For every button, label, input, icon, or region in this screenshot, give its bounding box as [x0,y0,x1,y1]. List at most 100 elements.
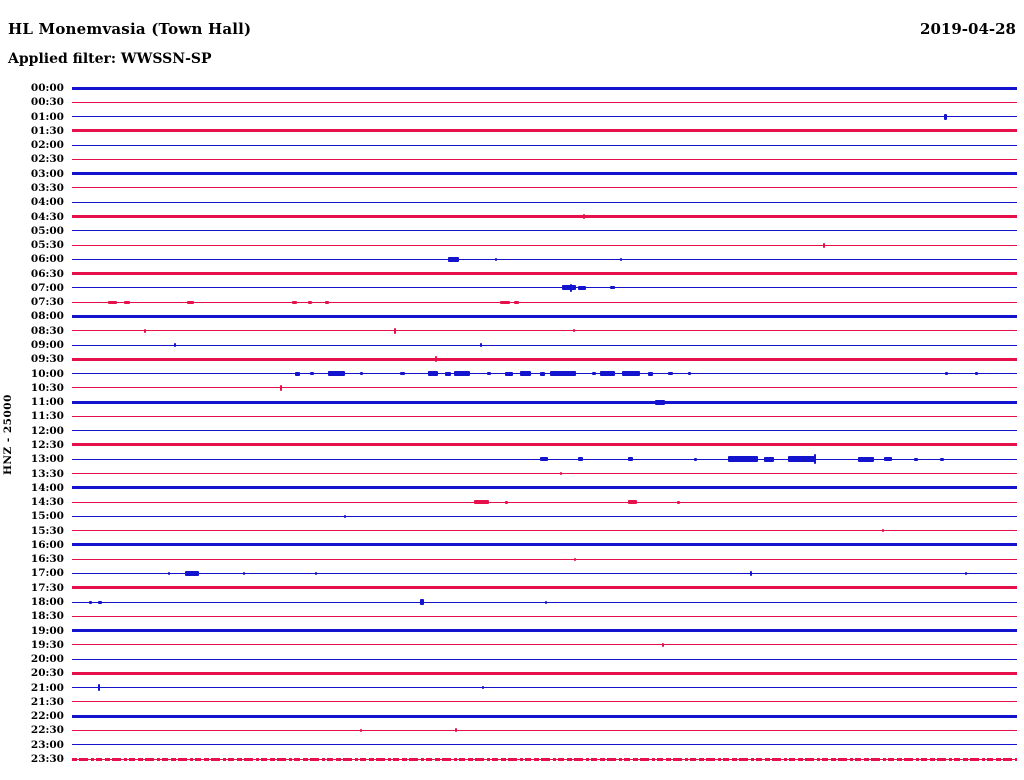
time-label: 18:30 [30,610,64,623]
seismic-event-burst [592,372,596,375]
seismic-event-burst [448,256,459,262]
time-label: 12:30 [30,438,64,451]
time-label: 20:30 [30,667,64,680]
seismic-event-burst [814,454,816,465]
seismic-event-burst [628,457,633,462]
trace-line [72,430,1017,432]
time-label: 19:30 [30,638,64,651]
seismic-event-burst [454,371,470,376]
time-label: 11:30 [30,410,64,423]
seismic-event-burst [610,286,615,290]
seismic-event-burst [455,728,457,733]
time-label: 13:30 [30,467,64,480]
seismic-event-burst [174,343,176,347]
seismic-event-burst [487,372,491,375]
seismic-event-burst [315,571,317,575]
trace-line [72,287,1017,289]
seismic-event-burst [545,600,547,604]
trace-line [72,129,1017,133]
seismic-event-burst [480,343,482,347]
seismic-event-burst [788,456,816,463]
trace-line [72,116,1017,118]
time-label: 14:30 [30,496,64,508]
seismic-event-burst [677,500,680,504]
time-label: 10:30 [30,381,64,394]
time-label: 02:30 [30,153,64,166]
seismic-event-burst [574,557,576,561]
trace-line [72,187,1017,189]
time-label: 07:00 [30,281,64,294]
time-label: 07:30 [30,296,64,309]
time-label: 19:00 [30,624,64,637]
seismic-event-burst [185,570,199,576]
time-label: 23:30 [30,753,64,765]
time-label: 17:00 [30,567,64,580]
seismic-event-burst [694,457,697,461]
trace-line [72,258,1017,260]
time-label: 16:00 [30,538,64,551]
time-label: 06:30 [30,267,64,280]
time-label: 03:30 [30,181,64,194]
seismic-event-burst [344,514,346,518]
seismic-event-burst [945,372,948,375]
seismic-event-burst [560,472,562,475]
seismic-event-burst [144,328,146,333]
time-label: 15:30 [30,524,64,537]
seismic-event-burst [562,285,576,291]
seismic-event-burst [622,371,640,376]
time-label: 04:30 [30,210,64,223]
seismic-event-burst [505,371,513,376]
seismic-event-burst [662,642,664,647]
time-label: 01:30 [30,124,64,137]
seismic-event-burst [505,500,508,504]
trace-line [72,86,1017,90]
trace-noise [72,757,1017,761]
seismic-event-burst [944,113,947,120]
seismic-event-burst [965,571,967,575]
time-label: 06:00 [30,253,64,266]
trace-line [72,558,1017,560]
trace-line [72,244,1017,246]
time-label: 11:00 [30,396,64,409]
time-label: 21:00 [30,681,64,694]
time-label: 16:30 [30,553,64,566]
trace-line [72,230,1017,232]
time-label: 12:00 [30,424,64,437]
trace-line [72,415,1017,417]
record-date: 2019-04-28 [920,20,1016,38]
trace-line [72,473,1017,474]
trace-line [72,301,1017,303]
seismic-event-burst [914,457,918,461]
seismic-event-burst [655,399,665,405]
trace-line [72,357,1017,361]
seismic-event-burst [474,500,489,504]
applied-filter-label: Applied filter: WWSSN-SP [8,51,212,67]
trace-line [72,201,1017,203]
time-label: 15:00 [30,510,64,523]
trace-line [72,486,1017,490]
trace-line [72,101,1017,103]
seismic-event-burst [620,257,622,261]
time-label: 05:00 [30,224,64,237]
seismic-event-burst [243,571,245,575]
seismic-event-burst [764,456,774,462]
time-label: 13:00 [30,453,64,466]
trace-line [72,272,1017,276]
trace-line [72,572,1017,574]
seismic-event-burst [858,456,874,462]
seismic-event-burst [124,300,130,304]
seismic-event-burst [550,371,576,376]
time-label: 09:00 [30,339,64,351]
time-label: 05:30 [30,239,64,251]
seismic-event-burst [308,300,312,304]
seismic-event-burst [328,371,345,376]
time-label: 22:00 [30,710,64,723]
seismic-event-burst [295,371,300,376]
trace-line [72,687,1017,689]
seismic-event-burst [280,384,282,391]
seismic-event-burst [400,372,405,375]
seismic-event-burst [540,457,548,462]
trace-line [72,172,1017,176]
time-label: 22:30 [30,724,64,737]
